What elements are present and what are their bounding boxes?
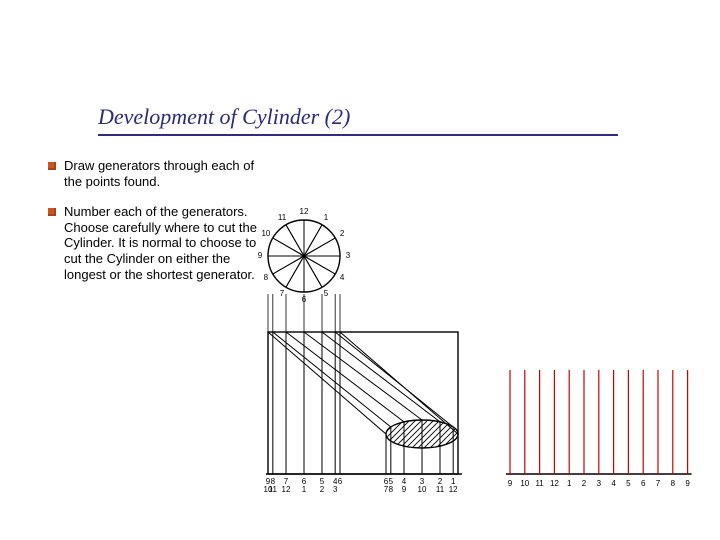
number-label: 7 — [280, 290, 284, 298]
bullet-text: Draw generators through each of the poin… — [64, 158, 260, 190]
bullet-list: Draw generators through each of the poin… — [48, 158, 260, 297]
engineering-diagram: 1212345678910119108117126152436675849310… — [262, 190, 714, 510]
number-label: 10 — [520, 480, 529, 488]
number-label: 5 — [626, 480, 630, 488]
number-label: 12 — [300, 208, 309, 216]
number-label: 5 — [324, 290, 328, 298]
number-label: 12 — [550, 480, 559, 488]
bullet-icon — [48, 162, 56, 170]
number-label: 3 — [597, 480, 601, 488]
list-item: Draw generators through each of the poin… — [48, 158, 260, 190]
number-label: 9 — [685, 480, 689, 488]
slide: Development of Cylinder (2) Draw generat… — [0, 0, 720, 540]
number-label: 4 — [340, 274, 344, 282]
number-label: 8 — [671, 480, 675, 488]
page-title: Development of Cylinder (2) — [98, 104, 350, 130]
number-label: 4 — [611, 480, 615, 488]
number-label: 11 — [436, 486, 444, 494]
diagram-svg — [262, 190, 714, 510]
number-label: 2 — [340, 230, 344, 238]
number-label: 11 — [535, 480, 543, 488]
number-label: 6 — [338, 478, 342, 486]
number-label: 10 — [261, 230, 270, 238]
number-label: 9 — [258, 252, 262, 260]
list-item: Number each of the generators. Choose ca… — [48, 204, 260, 283]
number-label: 6 — [641, 480, 645, 488]
title-underline — [98, 134, 618, 136]
bullet-text: Number each of the generators. Choose ca… — [64, 204, 260, 283]
number-label: 3 — [333, 486, 337, 494]
number-label: 1 — [302, 486, 306, 494]
number-label: 8 — [264, 274, 268, 282]
number-label: 11 — [269, 486, 277, 494]
number-label: 7 — [384, 486, 388, 494]
number-label: 12 — [282, 486, 291, 494]
number-label: 8 — [389, 486, 393, 494]
number-label: 2 — [582, 480, 586, 488]
bullet-icon — [48, 208, 56, 216]
number-label: 3 — [346, 252, 350, 260]
number-label: 7 — [656, 480, 660, 488]
number-label: 10 — [418, 486, 427, 494]
number-label: 9 — [508, 480, 512, 488]
number-label: 9 — [402, 486, 406, 494]
number-label: 1 — [324, 214, 328, 222]
number-label: 1 — [567, 480, 571, 488]
number-label: 11 — [278, 214, 286, 222]
number-label: 2 — [320, 486, 324, 494]
number-label: 6 — [302, 296, 306, 304]
number-label: 12 — [449, 486, 458, 494]
